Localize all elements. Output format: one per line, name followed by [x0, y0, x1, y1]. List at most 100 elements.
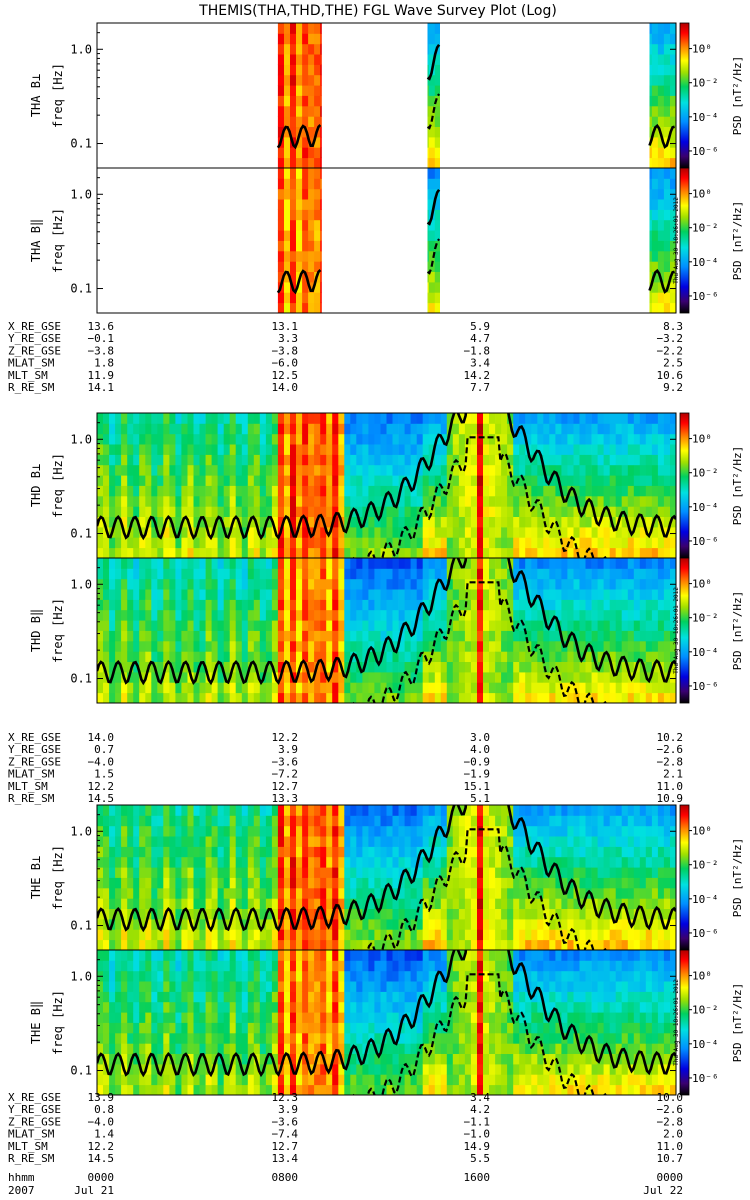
psd-cell [392, 433, 399, 445]
psd-cell [573, 423, 580, 435]
psd-cell [657, 887, 665, 899]
psd-cell [350, 537, 357, 549]
psd-cell [483, 526, 490, 538]
psd-cell [464, 413, 472, 424]
psd-cell [265, 547, 273, 559]
psd-cell [649, 209, 653, 221]
psd-cell [657, 918, 665, 930]
psd-cell [615, 485, 623, 497]
psd-cell [603, 887, 610, 899]
psd-cell [380, 537, 387, 549]
psd-cell [241, 464, 249, 476]
psd-cell [657, 105, 665, 117]
psd-cell [579, 413, 586, 424]
psd-cell [398, 423, 405, 435]
psd-cell [314, 281, 321, 293]
psd-cell [585, 671, 592, 683]
psd-cell [211, 609, 218, 621]
psd-cell [133, 526, 140, 538]
psd-cell [579, 908, 586, 920]
psd-cell [513, 537, 520, 549]
psd-cell [205, 651, 212, 662]
psd-cell [284, 682, 291, 694]
psd-cell [121, 547, 128, 559]
psd-cell [356, 671, 363, 683]
psd-cell [320, 918, 327, 930]
psd-cell [332, 918, 339, 930]
psd-cell [549, 485, 556, 497]
psd-cell [561, 651, 568, 662]
psd-cell [458, 867, 466, 878]
psd-cell [350, 887, 357, 899]
psd-cell [163, 558, 170, 569]
psd-cell [458, 661, 466, 673]
psd-cell [284, 147, 291, 159]
psd-cell [549, 630, 556, 642]
psd-cell [133, 599, 140, 611]
psd-cell [609, 568, 617, 580]
psd-cell [374, 836, 381, 847]
psd-cell [175, 898, 182, 909]
psd-cell [458, 918, 466, 930]
psd-cell [175, 950, 182, 961]
psd-cell [181, 1043, 188, 1054]
psd-cell [139, 692, 146, 704]
psd-cell [434, 485, 442, 497]
psd-cell [501, 516, 508, 528]
psd-cell [458, 475, 466, 486]
psd-cell [193, 558, 200, 569]
psd-cell [374, 939, 381, 951]
psd-cell [205, 981, 212, 992]
psd-cell [229, 887, 237, 899]
psd-cell [259, 475, 267, 486]
psd-cell [211, 589, 218, 600]
psd-cell [157, 692, 164, 704]
psd-cell [223, 856, 231, 868]
psd-cell [440, 918, 448, 930]
psd-cell [489, 825, 496, 837]
psd-cell [561, 526, 568, 538]
psd-cell [627, 433, 635, 445]
psd-cell [259, 887, 267, 899]
psd-cell [434, 136, 440, 148]
psd-cell [549, 568, 556, 580]
psd-cell [670, 537, 677, 549]
psd-cell [163, 898, 170, 909]
fce-line [97, 413, 676, 541]
psd-cell [464, 908, 472, 920]
psd-cell [290, 147, 297, 159]
psd-cell [585, 825, 592, 837]
psd-cell [458, 877, 466, 889]
psd-cell [567, 887, 574, 899]
psd-cell [579, 692, 586, 704]
psd-cell [591, 877, 598, 889]
psd-cell [513, 516, 520, 528]
psd-cell [374, 568, 381, 580]
psd-cell [253, 651, 261, 662]
psd-cell [410, 433, 417, 445]
psd-cell [320, 856, 327, 868]
psd-cell [205, 970, 212, 982]
psd-cell [386, 640, 393, 652]
psd-cell [386, 589, 393, 600]
psd-cell [645, 495, 653, 507]
psd-cell [452, 939, 460, 951]
psd-cell [205, 454, 212, 466]
psd-cell [193, 495, 200, 507]
psd-cell [452, 558, 460, 569]
psd-cell [531, 547, 538, 559]
psd-cell [452, 630, 460, 642]
psd-cell [434, 506, 442, 517]
psd-cell [97, 444, 104, 455]
psd-cell [265, 692, 273, 704]
psd-cell [277, 887, 285, 899]
psd-cell [217, 970, 224, 982]
psd-cell [362, 887, 369, 899]
psd-cell [651, 23, 659, 34]
psd-cell [229, 950, 237, 961]
psd-cell [338, 609, 345, 621]
psd-cell [211, 495, 218, 507]
psd-cell [603, 558, 610, 569]
psd-cell [97, 620, 104, 631]
psd-cell [223, 1032, 231, 1044]
